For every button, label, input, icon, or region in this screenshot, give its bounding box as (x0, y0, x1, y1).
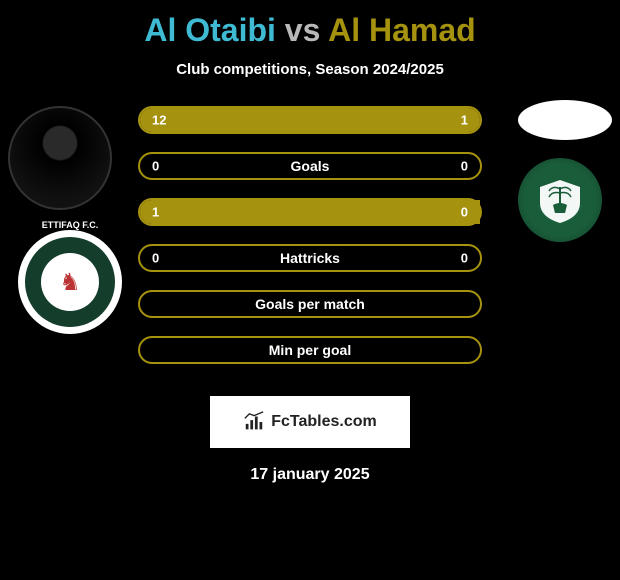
bar-label: Hattricks (280, 250, 340, 266)
player1-avatar (8, 106, 112, 210)
stat-bar: 1Assists0 (138, 198, 482, 226)
chart-icon (243, 411, 265, 433)
bar-value-right: 0 (461, 251, 468, 266)
player2-name: Al Hamad (328, 12, 476, 48)
bar-value-left: 0 (152, 159, 159, 174)
player1-name: Al Otaibi (144, 12, 276, 48)
bar-label: Goals per match (255, 296, 365, 312)
bar-value-right: 0 (461, 159, 468, 174)
badge-text: ETTIFAQ F.C. (42, 220, 99, 230)
bar-value-left: 12 (152, 113, 166, 128)
horse-icon: ♞ (59, 268, 81, 297)
bar-fill-left (140, 108, 453, 132)
stat-bar: Min per goal (138, 336, 482, 364)
badge-center: ♞ (41, 253, 99, 311)
stat-bar: 0 Hattricks 0 (138, 244, 482, 272)
player2-avatar (518, 100, 612, 140)
stat-bar: Goals per match (138, 290, 482, 318)
player2-club-badge (518, 158, 602, 242)
site-logo: FcTables.com (210, 396, 410, 448)
bar-value-left: 1 (152, 205, 159, 220)
stat-bar: 0 Goals 0 (138, 152, 482, 180)
bar-value-right: 0 (461, 205, 468, 220)
bar-value-right: 1 (461, 113, 468, 128)
bar-label: Goals (291, 158, 330, 174)
date-label: 17 january 2025 (0, 466, 620, 484)
stat-bar: 12Matches1 (138, 106, 482, 134)
vs-text: vs (285, 12, 321, 48)
subtitle: Club competitions, Season 2024/2025 (0, 61, 620, 78)
badge-ring: ETTIFAQ F.C. ♞ (25, 237, 115, 327)
bar-label: Min per goal (269, 342, 351, 358)
player1-club-badge: ETTIFAQ F.C. ♞ (18, 230, 122, 334)
comparison-panel: ETTIFAQ F.C. ♞ 12Matches10Goals01Assists… (0, 106, 620, 386)
bar-fill-left (140, 200, 480, 224)
bar-value-left: 0 (152, 251, 159, 266)
palm-shield-icon (535, 175, 585, 225)
logo-text: FcTables.com (271, 413, 377, 431)
page-title: Al Otaibi vs Al Hamad (0, 0, 620, 49)
stat-bars: 12Matches10Goals01Assists00Hattricks0Goa… (138, 106, 482, 382)
